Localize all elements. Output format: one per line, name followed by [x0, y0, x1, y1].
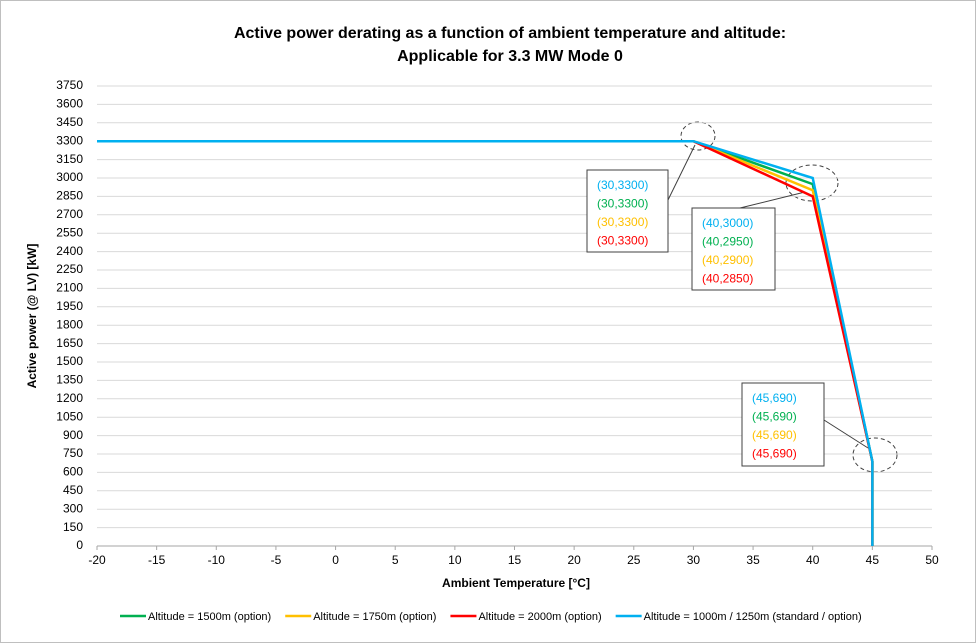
y-tick-label: 150 — [63, 520, 83, 534]
y-tick-label: 1500 — [56, 354, 83, 368]
annotation-box — [741, 382, 825, 467]
y-tick-label: 1950 — [56, 299, 83, 313]
legend-label: Altitude = 1750m (option) — [313, 611, 436, 623]
annotation-text: (30,3300) — [597, 215, 648, 229]
y-tick-label: 2850 — [56, 189, 83, 203]
y-tick-label: 2100 — [56, 281, 83, 295]
annotation-text: (45,690) — [752, 447, 797, 461]
x-tick-label: 0 — [332, 553, 339, 567]
y-tick-label: 2400 — [56, 244, 83, 258]
x-tick-label: 10 — [448, 553, 462, 567]
y-tick-label: 2700 — [56, 207, 83, 221]
x-axis-label: Ambient Temperature [°C] — [442, 576, 590, 590]
annotation-text: (45,690) — [752, 391, 797, 405]
legend-label: Altitude = 1500m (option) — [148, 611, 271, 623]
x-tick-label: 50 — [925, 553, 939, 567]
series-line — [97, 139, 874, 546]
x-tick-label: 40 — [806, 553, 820, 567]
annotation-text: (40,3000) — [702, 216, 753, 230]
annotation-box — [586, 169, 669, 253]
y-tick-label: 750 — [63, 446, 83, 460]
x-tick-label: 15 — [508, 553, 522, 567]
annotation-text: (30,3300) — [597, 178, 648, 192]
y-tick-label: 3300 — [56, 133, 83, 147]
ellipse — [785, 164, 839, 202]
y-tick-label: 2250 — [56, 262, 83, 276]
x-tick-label: -5 — [271, 553, 282, 567]
annotation-text: (40,2950) — [702, 235, 753, 249]
x-tick-label: 30 — [687, 553, 701, 567]
annotation-connector — [739, 191, 806, 209]
y-tick-label: 1650 — [56, 336, 83, 350]
y-tick-label: 300 — [63, 501, 83, 515]
x-tick-label: 35 — [746, 553, 760, 567]
y-tick-label: 3600 — [56, 97, 83, 111]
chart-subtitle: Applicable for 3.3 MW Mode 0 — [397, 48, 623, 65]
chart-title: Active power derating as a function of a… — [234, 25, 786, 42]
y-tick-label: 2550 — [56, 225, 83, 239]
y-tick-label: 3000 — [56, 170, 83, 184]
annotation-text: (40,2850) — [702, 272, 753, 286]
x-tick-label: -15 — [148, 553, 166, 567]
y-tick-label: 450 — [63, 483, 83, 497]
y-tick-label: 3150 — [56, 152, 83, 166]
y-tick-label: 1800 — [56, 317, 83, 331]
annotation-text: (30,3300) — [597, 234, 648, 248]
y-tick-label: 1200 — [56, 391, 83, 405]
y-tick-label: 600 — [63, 465, 83, 479]
annotation-text: (30,3300) — [597, 197, 648, 211]
annotation-text: (40,2900) — [702, 253, 753, 267]
annotation-text: (45,690) — [752, 410, 797, 424]
y-tick-label: 1350 — [56, 373, 83, 387]
x-tick-label: -20 — [88, 553, 106, 567]
x-tick-label: -10 — [208, 553, 226, 567]
x-tick-label: 45 — [866, 553, 880, 567]
legend-label: Altitude = 2000m (option) — [478, 611, 601, 623]
y-tick-label: 0 — [76, 538, 83, 552]
legend-label: Altitude = 1000m / 1250m (standard / opt… — [644, 611, 862, 623]
annotation-text: (45,690) — [752, 428, 797, 442]
x-tick-label: 20 — [567, 553, 581, 567]
annotation-connector — [667, 144, 696, 201]
annotation-box — [691, 207, 776, 291]
ellipse — [680, 121, 716, 151]
x-tick-label: 25 — [627, 553, 641, 567]
y-tick-label: 3450 — [56, 115, 83, 129]
y-tick-label: 900 — [63, 428, 83, 442]
y-tick-label: 3750 — [56, 78, 83, 92]
x-tick-label: 5 — [392, 553, 399, 567]
annotation-connector — [823, 419, 869, 449]
y-axis-label: Active power (@ LV) [kW] — [25, 244, 39, 389]
y-tick-label: 1050 — [56, 409, 83, 423]
